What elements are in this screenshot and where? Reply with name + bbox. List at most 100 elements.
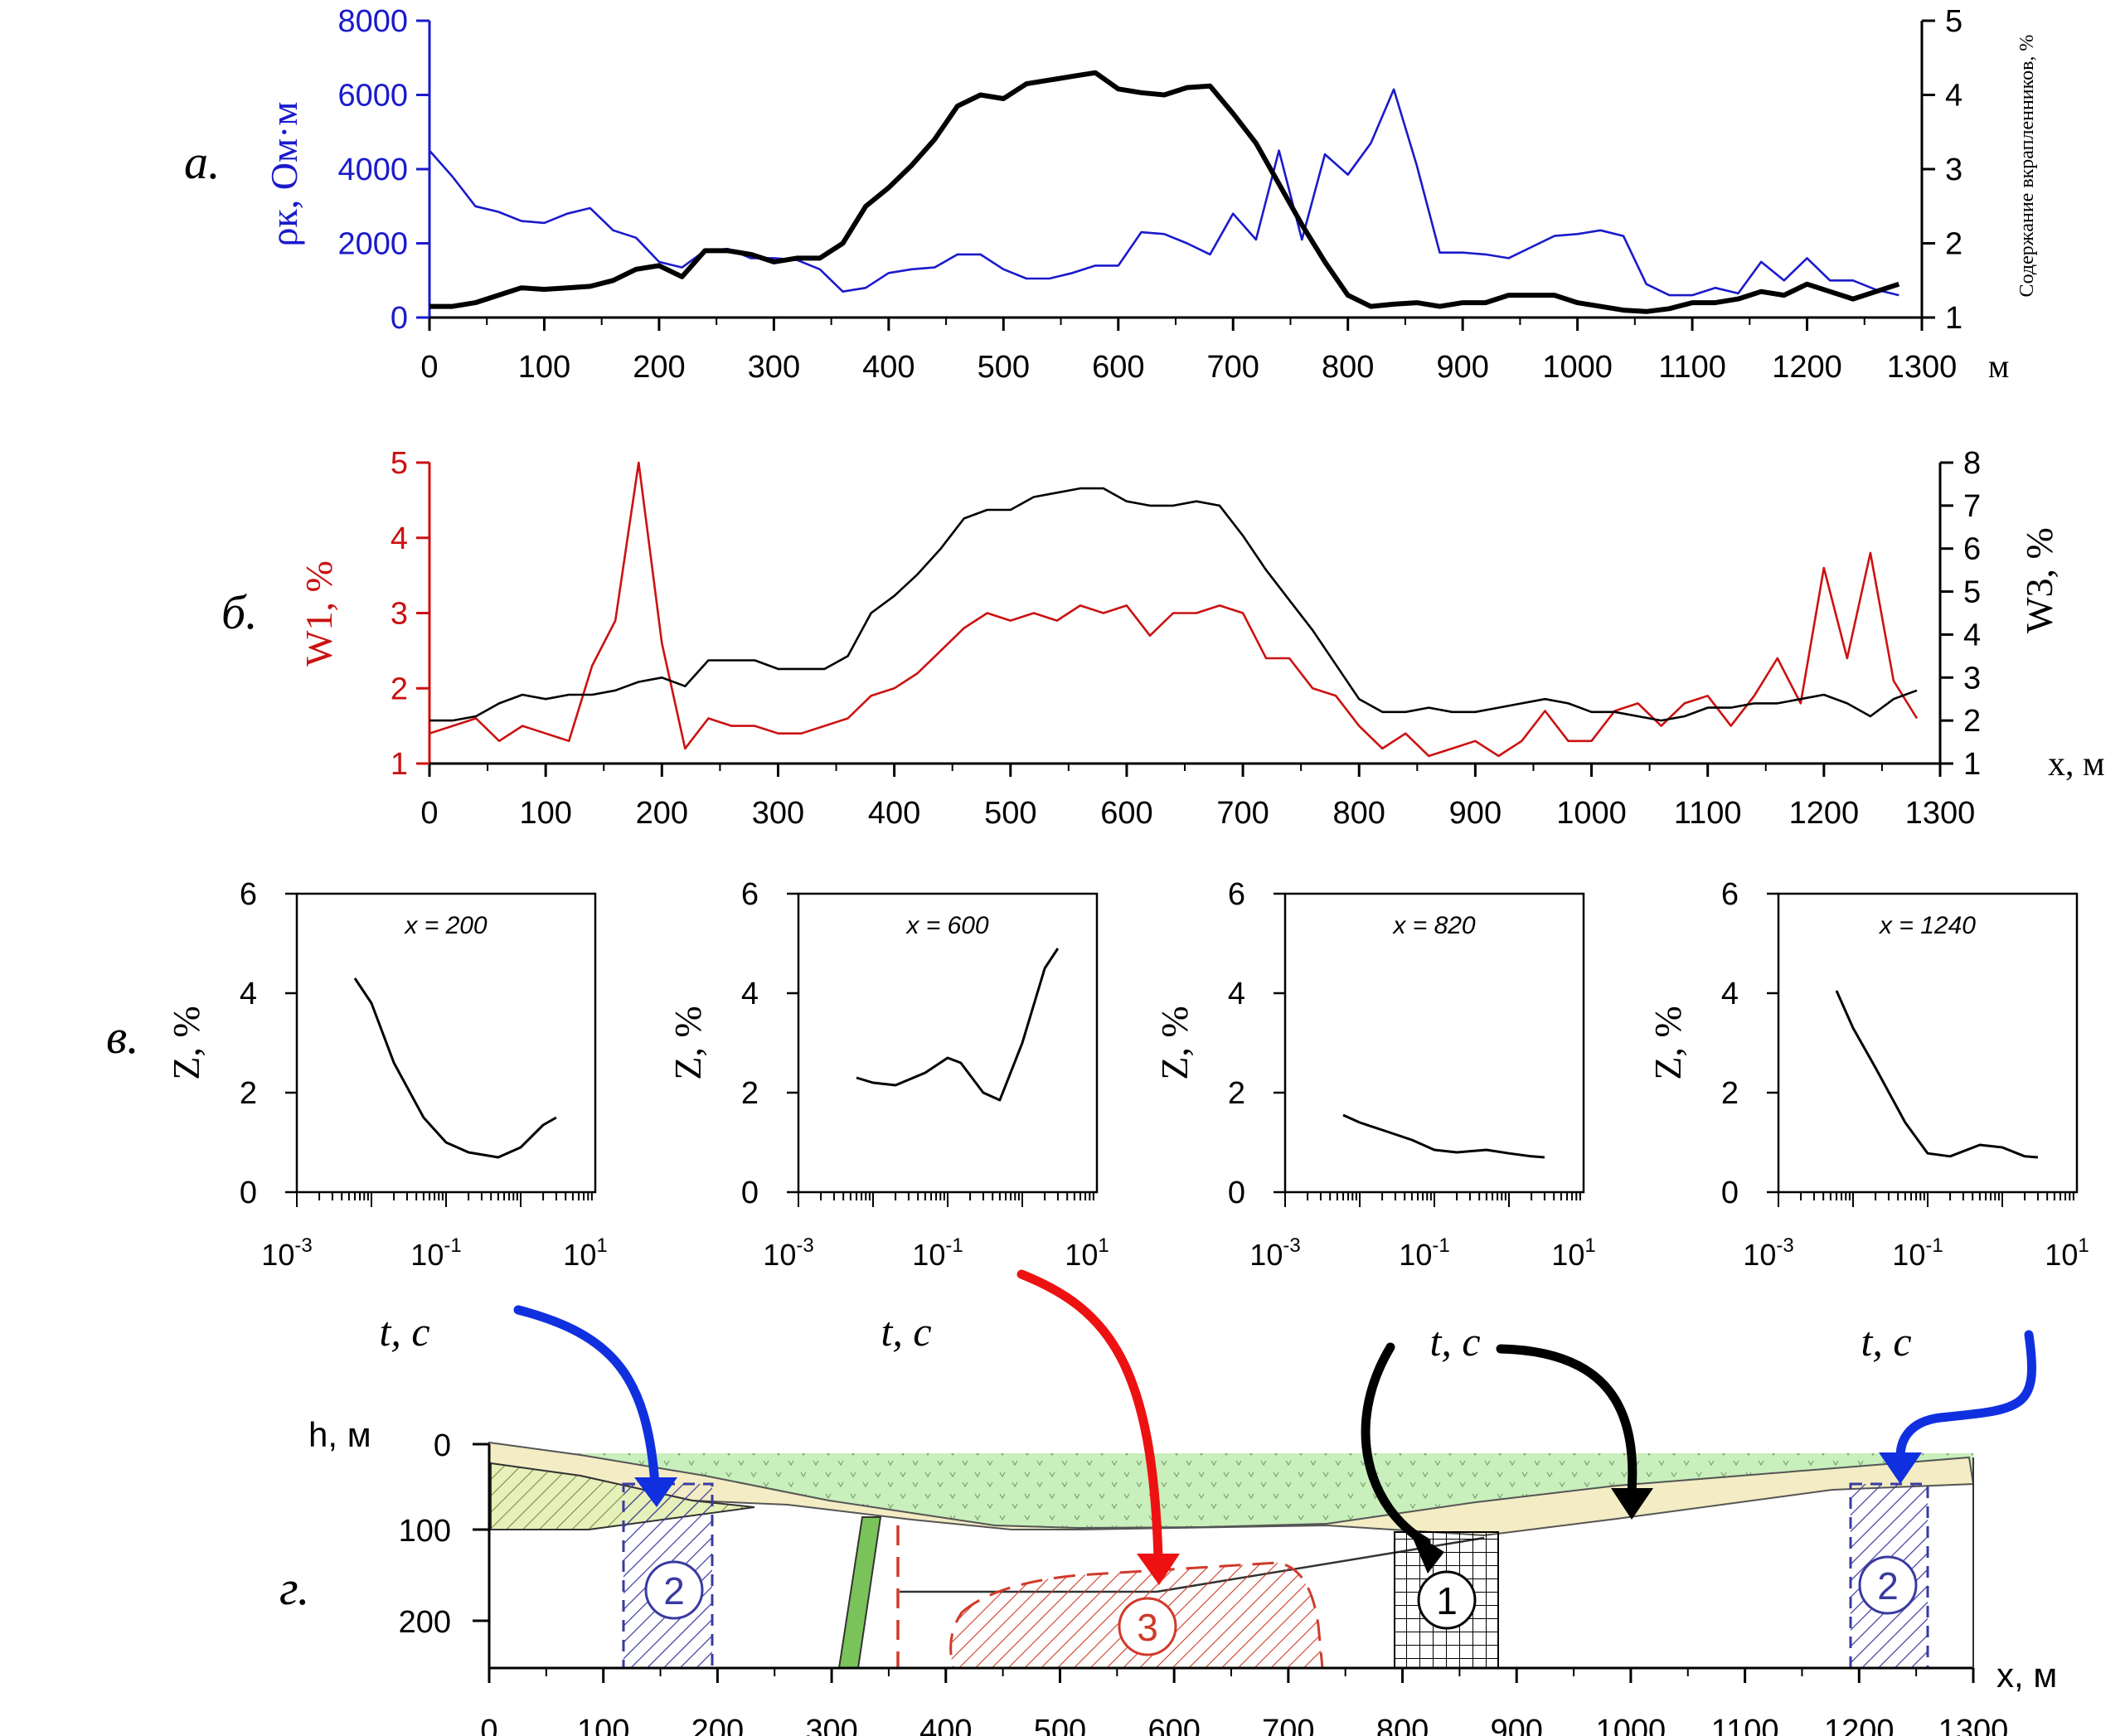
arrow-black-right-head: [1611, 1488, 1653, 1520]
x-tick-label: 101: [2045, 1234, 2089, 1272]
x-tick-label: 1100: [1658, 350, 1726, 385]
x-tick-base: 10: [2045, 1238, 2078, 1272]
right-tick-label: 1: [1945, 301, 1962, 336]
x-tick-label: 500: [984, 796, 1036, 831]
x-tick-label: 300: [752, 796, 804, 831]
x-tick-exponent: -1: [1432, 1234, 1449, 1257]
dike: [837, 1516, 882, 1669]
x-tick-exponent: -3: [796, 1234, 813, 1257]
y-axis-label: Z, %: [667, 1006, 709, 1079]
panel-label-b: б.: [221, 585, 258, 639]
x-tick-label: 10-3: [763, 1234, 813, 1272]
x-tick-label: 500: [978, 350, 1030, 385]
plot-title: x = 1240: [1878, 912, 1976, 939]
section-x-tick-label: 300: [805, 1714, 857, 1736]
right-tick-label: 3: [1963, 661, 1981, 696]
x-tick-label: 700: [1207, 350, 1259, 385]
x-axis-label: м: [1988, 347, 2009, 385]
x-tick-label: 100: [518, 350, 570, 385]
x-tick-base: 10: [410, 1238, 444, 1272]
right-tick-label: 7: [1963, 489, 1981, 524]
y-tick-label: 0: [1228, 1176, 1245, 1210]
section-y-tick-label: 100: [399, 1514, 451, 1549]
section-x-tick-label: 500: [1034, 1714, 1086, 1736]
left-tick-label: 2000: [337, 227, 408, 262]
y-tick-label: 6: [1228, 877, 1245, 912]
x-tick-exponent: -3: [1283, 1234, 1300, 1257]
arrow-red-head: [1137, 1554, 1180, 1585]
x-tick-exponent: 1: [1584, 1234, 1595, 1257]
section-x-label: x, м: [1996, 1656, 2057, 1695]
x-tick-base: 10: [763, 1238, 796, 1272]
body-2-right-label: 2: [1877, 1564, 1899, 1607]
x-tick-label: 1200: [1772, 350, 1842, 385]
arrow-black-right: [1496, 1344, 1637, 1497]
body-3-marker: [1118, 1597, 1177, 1656]
right-tick-label: 2: [1945, 227, 1962, 262]
left-tick-label: 0: [391, 301, 408, 336]
x-tick-label: 10-1: [410, 1234, 461, 1272]
x-tick-base: 10: [912, 1238, 945, 1272]
y-tick-label: 4: [1721, 977, 1739, 1011]
x-tick-label: 400: [862, 350, 915, 385]
x-tick-label: 800: [1322, 350, 1374, 385]
x-tick-label: 900: [1436, 350, 1488, 385]
y-tick-label: 4: [240, 977, 257, 1011]
x-tick-label: 400: [868, 796, 920, 831]
x-tick-label: 10-3: [1743, 1234, 1793, 1272]
right-tick-label: 5: [1963, 575, 1981, 610]
decay-curve: [856, 948, 1060, 1102]
left-tick-label: 5: [391, 446, 408, 481]
x-tick-exponent: 1: [596, 1234, 607, 1257]
panel-label-v: в.: [106, 1010, 139, 1064]
left-axis-label: W1, %: [298, 560, 340, 667]
x-tick-exponent: -3: [294, 1234, 312, 1257]
x-axis-label: t, с: [881, 1308, 931, 1355]
y-tick-label: 0: [1721, 1176, 1739, 1210]
x-tick-label: 101: [1065, 1234, 1109, 1272]
geologic-section: 2 3 1 2: [488, 1441, 1975, 1670]
section-x-tick-label: 100: [577, 1714, 629, 1736]
y-tick-label: 4: [1228, 977, 1245, 1011]
x-tick-exponent: 1: [1098, 1234, 1109, 1257]
left-axis-label: ρк, Ом·м: [263, 101, 305, 246]
x-tick-label: 10-1: [1892, 1234, 1943, 1272]
y-tick-label: 4: [741, 977, 759, 1011]
x-tick-label: 900: [1449, 796, 1502, 831]
x-tick-label: 0: [420, 796, 438, 831]
panel-label-a: а.: [184, 135, 221, 189]
right-tick-label: 6: [1963, 532, 1981, 567]
series-line-1: [429, 70, 1900, 314]
x-tick-base: 10: [1399, 1238, 1432, 1272]
panel-label-g: г.: [279, 1561, 309, 1615]
section-x-tick-label: 1300: [1938, 1714, 2009, 1736]
section-x-tick-label: 400: [919, 1714, 972, 1736]
right-tick-label: 1: [1963, 747, 1981, 782]
section-y-tick-label: 0: [434, 1428, 451, 1463]
x-tick-label: 1200: [1789, 796, 1860, 831]
y-tick-label: 2: [1721, 1076, 1739, 1111]
y-tick-label: 6: [240, 877, 257, 912]
y-axis-label: Z, %: [1153, 1006, 1196, 1079]
arrow-blue-right: [1895, 1330, 2036, 1462]
arrow-blue-left-head: [634, 1477, 677, 1507]
x-tick-exponent: -1: [444, 1234, 461, 1257]
section-x-tick-label: 1200: [1824, 1714, 1895, 1736]
x-axis-label: t, с: [379, 1308, 429, 1355]
x-tick-label: 200: [636, 796, 688, 831]
right-tick-label: 5: [1945, 4, 1962, 39]
section-x-tick-label: 700: [1262, 1714, 1314, 1736]
left-tick-label: 4: [391, 521, 408, 556]
x-tick-label: 600: [1092, 350, 1144, 385]
body-2-left-marker: [644, 1560, 704, 1620]
x-axis-label: x, м: [2048, 745, 2105, 783]
x-tick-label: 10-1: [912, 1234, 963, 1272]
y-tick-label: 6: [1721, 877, 1739, 912]
x-tick-label: 700: [1216, 796, 1269, 831]
section-x-tick-label: 0: [480, 1714, 497, 1736]
x-tick-base: 10: [261, 1238, 294, 1272]
x-tick-base: 10: [1249, 1238, 1283, 1272]
section-x-tick-label: 1000: [1596, 1714, 1667, 1736]
